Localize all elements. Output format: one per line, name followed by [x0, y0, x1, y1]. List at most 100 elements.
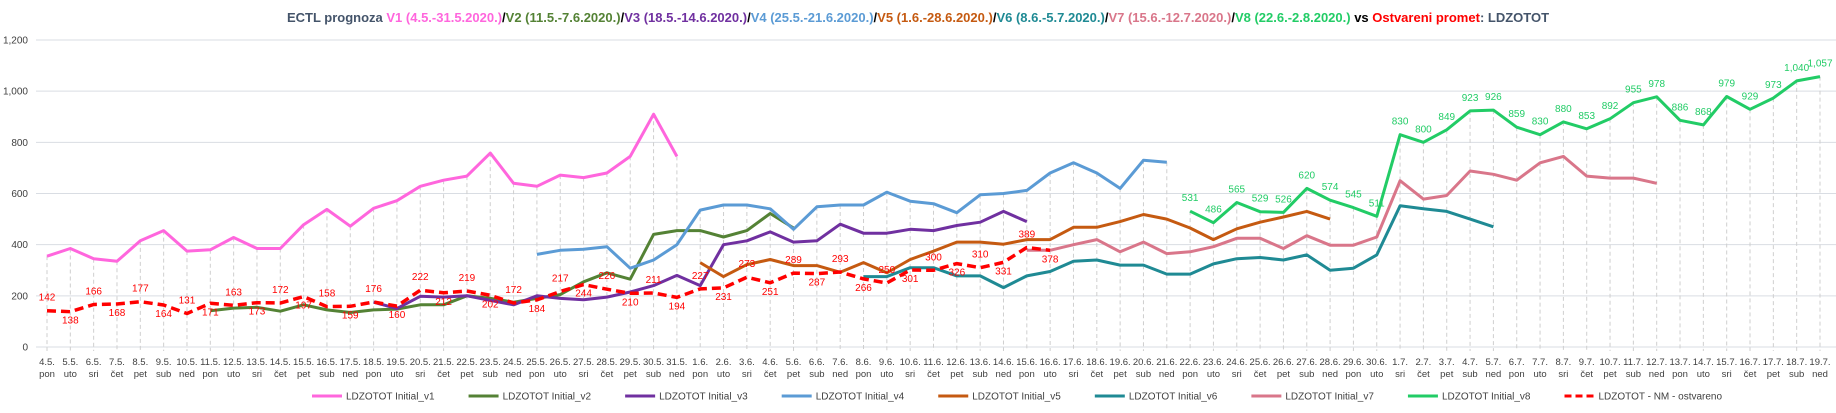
legend-label: LDZOTOT Initial_v2 — [503, 392, 592, 403]
title-part: V6 (8.6.-5.7.2020.) — [996, 10, 1105, 25]
data-label: 830 — [1392, 117, 1409, 128]
x-tick-date: 3.6. — [739, 357, 755, 368]
x-tick-weekday: čet — [1580, 369, 1593, 380]
x-tick-date: 9.5. — [156, 357, 172, 368]
series-line-ldzotot-initial-v5 — [699, 209, 1331, 279]
data-label: 287 — [809, 278, 826, 289]
legend-item[interactable]: LDZOTOT Initial_v7 — [1251, 392, 1374, 403]
title-part: V7 (15.6.-12.7.2020.) — [1108, 10, 1232, 25]
x-tick-date: 13.5. — [246, 357, 267, 368]
x-tick-weekday: ned — [1649, 369, 1665, 380]
data-label: 301 — [902, 274, 919, 285]
legend-label: LDZOTOT Initial_v7 — [1285, 392, 1374, 403]
x-tick-date: 23.6. — [1203, 357, 1224, 368]
data-label: 545 — [1345, 190, 1362, 201]
series-line-ldzotot-initial-v3 — [373, 209, 1028, 311]
x-tick-date: 10.5. — [176, 357, 197, 368]
y-tick-label: 600 — [11, 189, 28, 200]
data-label: 955 — [1625, 85, 1642, 96]
x-tick-weekday: ned — [179, 369, 195, 380]
x-tick-weekday: čet — [437, 369, 450, 380]
x-tick-date: 5.5. — [62, 357, 78, 368]
x-tick-date: 30.5. — [643, 357, 664, 368]
x-tick-date: 14.5. — [270, 357, 291, 368]
x-tick-weekday: ned — [669, 369, 685, 380]
x-tick-weekday: ned — [996, 369, 1012, 380]
x-tick-weekday: sri — [742, 369, 752, 380]
legend-item[interactable]: LDZOTOT Initial_v2 — [468, 392, 592, 403]
x-tick-weekday: ned — [1322, 369, 1338, 380]
x-tick-date: 6.7. — [1509, 357, 1525, 368]
x-tick-date: 4.5. — [39, 357, 55, 368]
data-label: 1,057 — [1807, 59, 1832, 70]
x-tick-date: 10.6. — [900, 357, 921, 368]
x-tick-weekday: pon — [692, 369, 708, 380]
data-label: 620 — [1298, 170, 1315, 181]
x-tick-date: 29.5. — [620, 357, 641, 368]
x-tick-weekday: uto — [227, 369, 240, 380]
data-label: 389 — [1018, 229, 1035, 240]
title-part: / — [502, 10, 506, 25]
x-tick-weekday: sub — [1789, 369, 1804, 380]
x-tick-weekday: sub — [646, 369, 661, 380]
x-tick-date: 26.5. — [550, 357, 571, 368]
data-label: 979 — [1718, 79, 1735, 90]
x-tick-weekday: sri — [579, 369, 589, 380]
data-label: 163 — [225, 287, 242, 298]
x-tick-date: 16.5. — [316, 357, 337, 368]
y-tick-label: 1,200 — [3, 36, 28, 47]
x-tick-date: 19.6. — [1110, 357, 1131, 368]
data-label: 131 — [179, 295, 196, 306]
x-tick-date: 13.6. — [970, 357, 991, 368]
x-tick-weekday: ned — [342, 369, 358, 380]
legend-item[interactable]: LDZOTOT Initial_v1 — [312, 392, 435, 403]
x-tick-date: 11.7. — [1623, 357, 1643, 368]
legend-label: LDZOTOT Initial_v3 — [659, 392, 748, 403]
x-tick-date: 8.6. — [856, 357, 872, 368]
data-label: 171 — [202, 307, 219, 318]
data-label: 378 — [1042, 254, 1059, 265]
data-label: 227 — [692, 271, 709, 282]
x-tick-date: 13.7. — [1669, 357, 1690, 368]
x-tick-weekday: sri — [1068, 369, 1078, 380]
x-tick-weekday: uto — [880, 369, 893, 380]
x-tick-weekday: uto — [1533, 369, 1546, 380]
x-tick-weekday: sri — [252, 369, 262, 380]
x-tick-date: 18.5. — [363, 357, 384, 368]
data-label: 273 — [739, 259, 756, 270]
data-label: 923 — [1462, 93, 1479, 104]
legend-item[interactable]: LDZOTOT Initial_v8 — [1407, 392, 1531, 403]
x-tick-weekday: pet — [1603, 369, 1617, 380]
x-tick-weekday: uto — [1207, 369, 1220, 380]
legend-item[interactable]: LDZOTOT - NM - ostvareno — [1564, 392, 1723, 403]
data-label: 886 — [1672, 102, 1689, 113]
series-line-ldzotot-nm-ostvareno — [46, 245, 1051, 316]
x-tick-weekday: uto — [1370, 369, 1383, 380]
legend-item[interactable]: LDZOTOT Initial_v3 — [625, 392, 748, 403]
x-tick-date: 30.6. — [1366, 357, 1387, 368]
legend-item[interactable]: LDZOTOT Initial_v6 — [1094, 392, 1218, 403]
data-label: 266 — [855, 283, 872, 294]
x-tick-weekday: pet — [134, 369, 148, 380]
x-tick-weekday: uto — [1697, 369, 1710, 380]
x-tick-weekday: čet — [601, 369, 614, 380]
legend-item[interactable]: LDZOTOT Initial_v4 — [781, 392, 905, 403]
data-label: 331 — [995, 266, 1012, 277]
x-tick-weekday: sri — [1395, 369, 1405, 380]
data-label: 159 — [342, 310, 359, 321]
title-part: Ostvareni promet — [1372, 10, 1480, 25]
title-part: / — [747, 10, 751, 25]
x-tick-date: 5.7. — [1485, 357, 1501, 368]
y-tick-label: 1,000 — [3, 87, 28, 98]
data-label: 173 — [249, 307, 266, 318]
data-label: 973 — [1765, 80, 1782, 91]
legend-label: LDZOTOT - NM - ostvareno — [1599, 392, 1723, 403]
x-tick-weekday: sub — [1299, 369, 1314, 380]
data-label: 172 — [272, 285, 289, 296]
title-part: vs — [1350, 10, 1373, 25]
legend-item[interactable]: LDZOTOT Initial_v5 — [938, 392, 1061, 403]
data-label: 800 — [1415, 124, 1432, 135]
x-tick-weekday: ned — [1485, 369, 1501, 380]
data-label: 158 — [319, 289, 336, 300]
y-tick-label: 400 — [11, 240, 28, 251]
